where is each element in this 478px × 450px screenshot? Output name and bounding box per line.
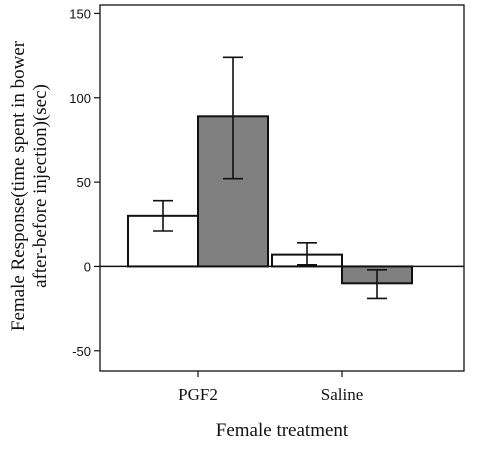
y-axis-title-line-1: Female Response(time spent in bower	[8, 40, 29, 331]
y-tick-label: 0	[84, 259, 91, 274]
y-tick-label: 100	[69, 91, 91, 106]
x-tick-label: PGF2	[178, 385, 218, 404]
y-axis-title: Female Response(time spent in bower afte…	[8, 40, 51, 331]
x-axis: PGF2 Saline	[178, 371, 363, 404]
y-tick-label: -50	[72, 344, 91, 359]
plot-frame	[99, 4, 465, 372]
x-tick-label: Saline	[321, 385, 364, 404]
bars-group	[127, 115, 413, 285]
y-axis: -50 0 50 100 150	[69, 6, 100, 359]
y-axis-title-line-2: after-before injection)(sec)	[30, 84, 51, 288]
bar	[197, 115, 269, 268]
y-tick-label: 150	[69, 6, 91, 21]
error-bars-group	[153, 56, 387, 300]
x-axis-title: Female treatment	[216, 420, 349, 441]
y-tick-label: 50	[77, 175, 91, 190]
